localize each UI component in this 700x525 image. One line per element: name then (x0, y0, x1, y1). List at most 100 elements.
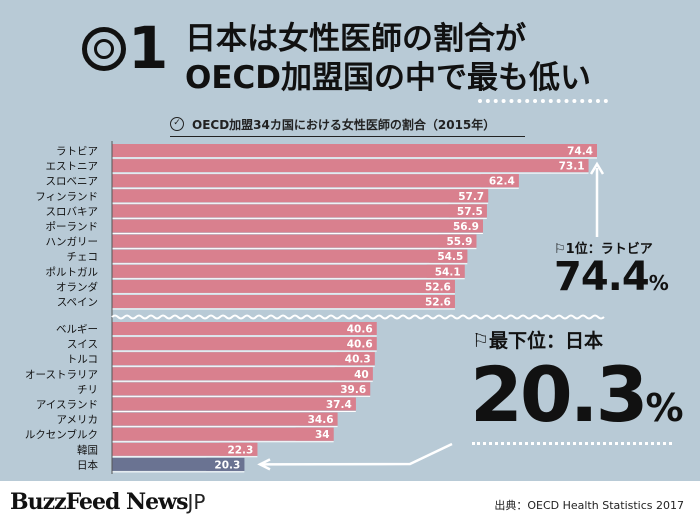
value-label-bg (426, 264, 465, 278)
top-rank-label: ⚐1位：ラトビア (554, 238, 653, 257)
category-label: スロバキア (46, 206, 99, 218)
top-rank-unit: % (648, 271, 669, 295)
top-arrowhead-icon (589, 161, 605, 175)
bar-103 (112, 367, 373, 381)
value-label: 39.6 (340, 384, 366, 396)
category-label: エストニア (46, 161, 99, 173)
value-label: 55.9 (446, 236, 472, 248)
lowest-rank-number: 20.3 (470, 350, 649, 439)
category-label: アメリカ (57, 414, 98, 426)
category-label: 日本 (77, 458, 98, 471)
brand-suffix: JP (187, 490, 206, 514)
category-label: 韓国 (77, 444, 98, 456)
value-label: 62.4 (489, 176, 515, 188)
value-label-bg (444, 219, 483, 233)
category-label: スロベニア (46, 176, 99, 188)
chart-subtitle-box: ✓ OECD加盟34カ国における女性医師の割合（2015年） (170, 116, 525, 137)
bar-107 (112, 427, 334, 441)
source-note: 出典：OECD Health Statistics 2017 (494, 499, 684, 512)
category-label: スペイン (57, 297, 98, 309)
value-label-bg (338, 337, 377, 351)
brand-name: BuzzFeed News (10, 489, 188, 515)
check-circle-icon: ✓ (170, 117, 184, 131)
value-label-bg (299, 412, 338, 426)
category-label: ポルトガル (46, 266, 99, 278)
category-label: トルコ (67, 354, 98, 366)
section-number: 1 (128, 14, 169, 82)
value-label: 52.6 (425, 297, 451, 309)
value-label-bg (448, 204, 487, 218)
value-label: 34 (315, 429, 330, 441)
bar-10 (112, 295, 455, 308)
chart-title: OECD加盟34カ国における女性医師の割合（2015年） (192, 118, 496, 132)
headline-line-1: 日本は女性医師の割合が (185, 21, 526, 57)
value-label: 40.6 (347, 339, 373, 351)
value-label-bg (416, 295, 455, 308)
value-label: 73.1 (559, 161, 585, 173)
value-label: 56.9 (453, 221, 479, 233)
bar-100 (112, 322, 377, 335)
bar-2 (112, 174, 519, 188)
bar-5 (112, 219, 483, 233)
lowest-arrow-line (261, 442, 453, 466)
value-label-bg (336, 352, 375, 366)
category-label: アイスランド (36, 399, 98, 411)
bar-106 (112, 412, 338, 426)
value-label-bg (317, 397, 356, 411)
value-label: 54.1 (435, 266, 461, 278)
value-label-bg (334, 367, 373, 381)
value-label-bg (295, 427, 334, 441)
value-label: 57.7 (458, 191, 484, 203)
bar-3 (112, 189, 489, 203)
category-label: ベルギー (56, 324, 98, 336)
bar-104 (112, 382, 371, 396)
top-rank-number: 74.4 (554, 254, 650, 300)
lowest-rank-text: 最下位：日本 (489, 330, 604, 352)
headline-line-2: OECD加盟国の中で最も低い (185, 60, 592, 96)
footer-bar (0, 481, 700, 525)
bar-105 (112, 397, 356, 411)
value-label: 40.6 (347, 324, 373, 336)
value-label: 40 (354, 369, 369, 381)
value-label-bg (206, 457, 245, 471)
brand-logo: BuzzFeed NewsJP (10, 489, 205, 515)
title-dotted-divider (478, 99, 608, 103)
category-label: ルクセンブルク (25, 428, 98, 441)
bar-8 (112, 264, 465, 278)
value-label: 20.3 (214, 459, 240, 471)
category-label: チリ (77, 384, 98, 396)
value-label-bg (416, 279, 455, 293)
value-label: 34.6 (308, 414, 334, 426)
lowest-dotted-divider (472, 442, 672, 445)
bar-1 (112, 159, 589, 173)
category-label: フィンランド (35, 191, 98, 203)
value-label: 74.4 (567, 146, 593, 158)
category-label: オランダ (56, 280, 98, 293)
bar-101 (112, 337, 377, 351)
value-label: 52.6 (425, 281, 451, 293)
category-label: スイス (67, 339, 98, 351)
value-label-bg (219, 442, 258, 456)
category-label: ラトビア (56, 146, 98, 158)
value-label: 54.5 (437, 251, 463, 263)
value-label: 37.4 (326, 399, 352, 411)
value-label-bg (450, 189, 489, 203)
value-label-bg (332, 382, 371, 396)
flag-icon: ⚐ (554, 242, 566, 257)
value-label-bg (559, 144, 597, 157)
lowest-rank-label: ⚐最下位：日本 (472, 326, 603, 353)
bar-0 (112, 144, 597, 157)
value-label: 40.3 (345, 354, 371, 366)
value-label-bg (338, 322, 377, 335)
top-rank-value: 74.4% (554, 254, 669, 300)
flag-icon: ⚐ (472, 330, 490, 352)
category-label: ハンガリー (46, 236, 99, 248)
category-label: オーストラリア (25, 369, 98, 381)
value-label: 22.3 (227, 444, 253, 456)
value-label-bg (480, 174, 519, 188)
bar-6 (112, 234, 477, 248)
bar-4 (112, 204, 487, 218)
axis-break (111, 314, 605, 320)
bar-9 (112, 279, 455, 293)
